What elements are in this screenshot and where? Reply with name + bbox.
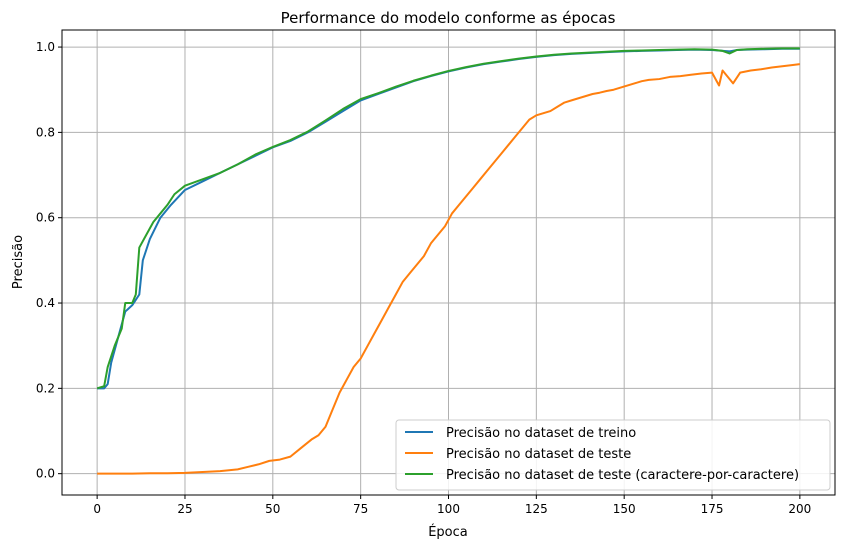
y-tick-label: 0.6 bbox=[36, 211, 55, 225]
y-tick-label: 0.2 bbox=[36, 381, 55, 395]
legend-label-teste: Precisão no dataset de teste bbox=[446, 447, 631, 462]
x-tick-label: 125 bbox=[525, 502, 548, 516]
series-lines bbox=[96, 47, 800, 475]
legend-label-teste-caractere: Precisão no dataset de teste (caractere-… bbox=[446, 468, 799, 483]
x-tick-label: 175 bbox=[701, 502, 724, 516]
x-tick-label: 150 bbox=[613, 502, 636, 516]
ticks: 0 25 50 75 100 125 150 175 200 0.0 0.2 0.4 0.6 0.8 1.0 bbox=[36, 40, 811, 516]
x-tick-label: 75 bbox=[353, 502, 368, 516]
x-tick-label: 25 bbox=[177, 502, 192, 516]
y-tick-label: 0.4 bbox=[36, 296, 55, 310]
x-axis-label: Época bbox=[428, 524, 468, 540]
x-tick-label: 0 bbox=[93, 502, 101, 516]
y-axis-label: Precisão bbox=[11, 235, 26, 289]
series-line-teste bbox=[97, 63, 800, 475]
chart-title: Performance do modelo conforme as épocas bbox=[281, 9, 616, 27]
legend: Precisão no dataset de treino Precisão n… bbox=[395, 419, 831, 491]
y-tick-label: 0.0 bbox=[36, 467, 55, 481]
x-tick-label: 50 bbox=[265, 502, 280, 516]
x-tick-label: 100 bbox=[437, 502, 460, 516]
legend-label-treino: Precisão no dataset de treino bbox=[446, 426, 636, 441]
series-line-teste-caractere bbox=[96, 47, 800, 390]
x-tick-label: 200 bbox=[788, 502, 811, 516]
y-tick-label: 1.0 bbox=[36, 40, 55, 54]
legend-box bbox=[395, 419, 831, 491]
y-tick-label: 0.8 bbox=[36, 125, 55, 139]
